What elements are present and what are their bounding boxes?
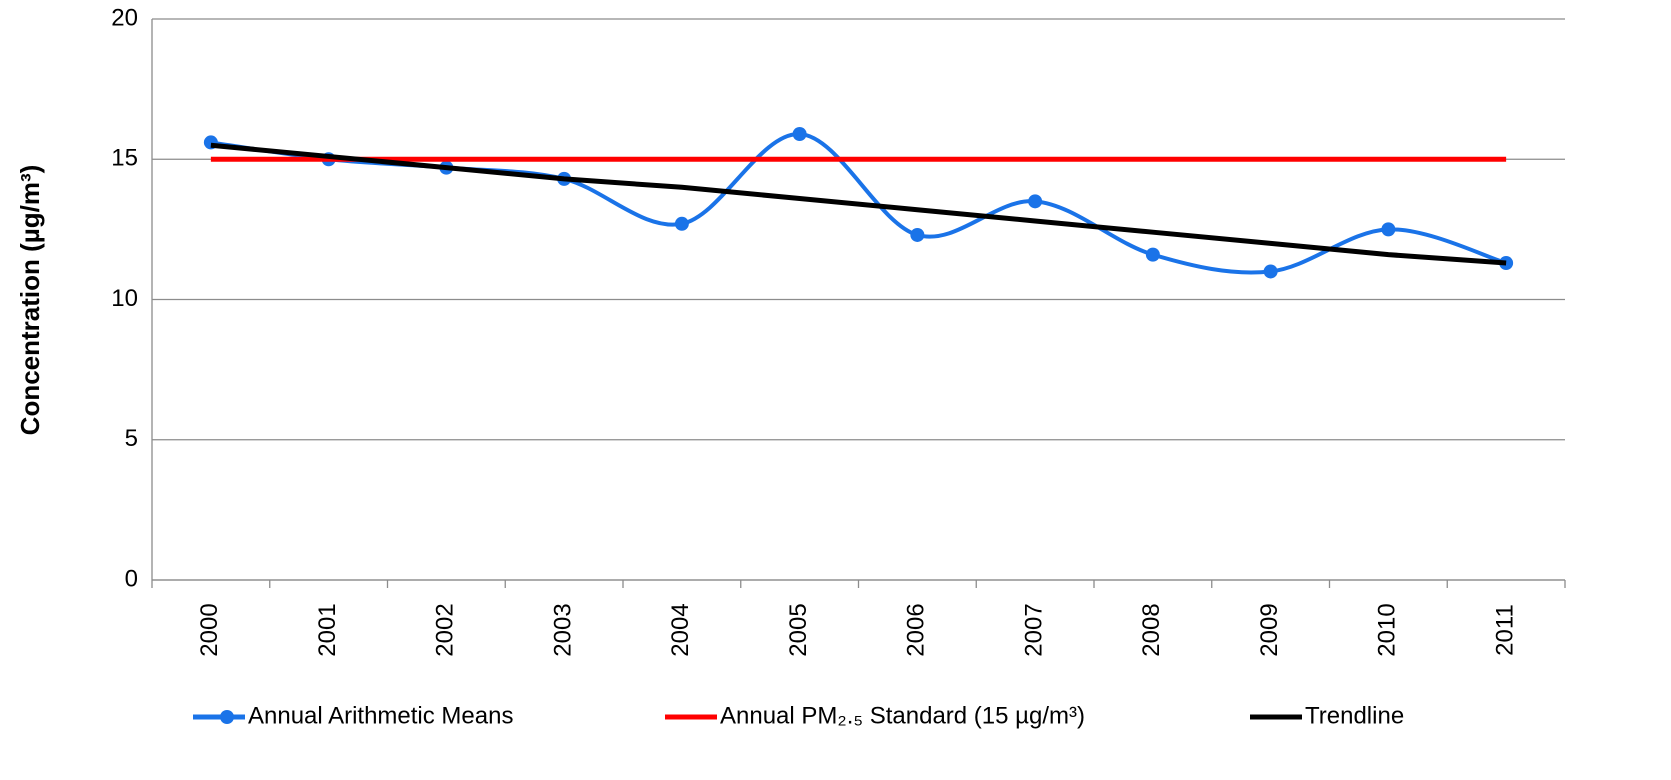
x-tick-label: 2007	[1020, 603, 1047, 656]
x-tick-label: 2006	[903, 603, 930, 656]
x-tick-label: 2001	[314, 603, 341, 656]
x-tick-label: 2010	[1374, 603, 1401, 656]
x-tick-label: 2011	[1491, 604, 1518, 656]
series-line	[210, 142, 1507, 266]
legend-marker	[220, 710, 234, 724]
point	[1145, 247, 1160, 262]
x-tick-label: 2008	[1138, 603, 1165, 656]
y-tick-label: 5	[125, 425, 138, 452]
point	[674, 216, 689, 231]
point	[1263, 264, 1278, 279]
y-tick-label: 20	[111, 4, 138, 31]
y-axis-title: Concentration (µg/m³)	[15, 165, 45, 436]
point	[1381, 222, 1396, 237]
point	[1028, 194, 1043, 209]
y-tick-label: 10	[111, 285, 138, 312]
x-tick-label: 2000	[196, 603, 223, 656]
point	[792, 127, 807, 142]
x-tick-label: 2003	[549, 603, 576, 656]
point	[910, 227, 925, 242]
y-tick-label: 0	[125, 565, 138, 592]
x-tick-label: 2005	[785, 603, 812, 656]
y-tick-label: 15	[111, 145, 138, 172]
legend-label: Trendline	[1305, 702, 1404, 729]
legend-label: Annual Arithmetic Means	[248, 702, 513, 729]
x-tick-label: 2004	[667, 603, 694, 656]
x-tick-label: 2009	[1256, 603, 1283, 656]
x-tick-label: 2002	[432, 603, 459, 656]
legend-label: Annual PM₂.₅ Standard (15 µg/m³)	[720, 702, 1085, 729]
